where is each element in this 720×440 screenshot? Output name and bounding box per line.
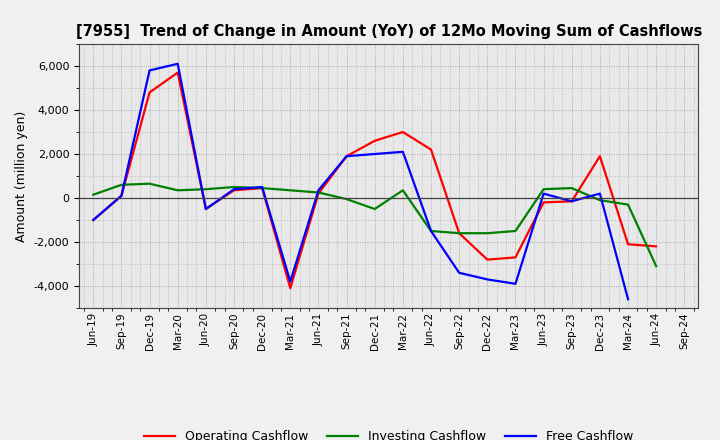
Operating Cashflow — [174, 70, 182, 75]
Investing Cashflow — [314, 190, 323, 195]
Operating Cashflow — [314, 191, 323, 196]
Free Cashflow — [567, 199, 576, 204]
Title: [7955]  Trend of Change in Amount (YoY) of 12Mo Moving Sum of Cashflows: [7955] Trend of Change in Amount (YoY) o… — [76, 24, 702, 39]
Investing Cashflow — [455, 231, 464, 236]
Investing Cashflow — [399, 188, 408, 193]
Free Cashflow — [342, 154, 351, 159]
Investing Cashflow — [427, 228, 436, 234]
Free Cashflow — [595, 191, 604, 196]
Investing Cashflow — [89, 192, 98, 197]
Operating Cashflow — [567, 199, 576, 204]
Free Cashflow — [539, 191, 548, 196]
Legend: Operating Cashflow, Investing Cashflow, Free Cashflow: Operating Cashflow, Investing Cashflow, … — [139, 425, 639, 440]
Investing Cashflow — [117, 182, 126, 187]
Investing Cashflow — [567, 186, 576, 191]
Free Cashflow — [314, 188, 323, 193]
Investing Cashflow — [370, 206, 379, 212]
Operating Cashflow — [370, 138, 379, 143]
Free Cashflow — [511, 281, 520, 286]
Line: Free Cashflow: Free Cashflow — [94, 64, 628, 299]
Free Cashflow — [117, 193, 126, 198]
Operating Cashflow — [652, 244, 660, 249]
Investing Cashflow — [624, 202, 632, 207]
Operating Cashflow — [427, 147, 436, 152]
Operating Cashflow — [89, 217, 98, 223]
Operating Cashflow — [595, 154, 604, 159]
Free Cashflow — [399, 149, 408, 154]
Free Cashflow — [230, 187, 238, 192]
Investing Cashflow — [174, 188, 182, 193]
Operating Cashflow — [258, 186, 266, 191]
Investing Cashflow — [342, 196, 351, 202]
Free Cashflow — [624, 297, 632, 302]
Investing Cashflow — [145, 181, 154, 187]
Operating Cashflow — [202, 206, 210, 212]
Operating Cashflow — [145, 90, 154, 95]
Free Cashflow — [483, 277, 492, 282]
Operating Cashflow — [117, 193, 126, 198]
Operating Cashflow — [286, 286, 294, 291]
Free Cashflow — [286, 279, 294, 284]
Operating Cashflow — [455, 231, 464, 236]
Investing Cashflow — [230, 184, 238, 190]
Investing Cashflow — [483, 231, 492, 236]
Operating Cashflow — [511, 255, 520, 260]
Line: Investing Cashflow: Investing Cashflow — [94, 184, 656, 266]
Free Cashflow — [370, 151, 379, 157]
Free Cashflow — [89, 217, 98, 223]
Free Cashflow — [202, 206, 210, 212]
Y-axis label: Amount (million yen): Amount (million yen) — [15, 110, 28, 242]
Free Cashflow — [174, 61, 182, 66]
Free Cashflow — [258, 184, 266, 190]
Operating Cashflow — [230, 188, 238, 193]
Operating Cashflow — [483, 257, 492, 262]
Investing Cashflow — [258, 186, 266, 191]
Free Cashflow — [145, 68, 154, 73]
Investing Cashflow — [511, 228, 520, 234]
Operating Cashflow — [399, 129, 408, 135]
Line: Operating Cashflow: Operating Cashflow — [94, 73, 656, 288]
Free Cashflow — [455, 270, 464, 275]
Investing Cashflow — [202, 187, 210, 192]
Operating Cashflow — [539, 200, 548, 205]
Operating Cashflow — [624, 242, 632, 247]
Investing Cashflow — [652, 264, 660, 269]
Operating Cashflow — [342, 154, 351, 159]
Investing Cashflow — [539, 187, 548, 192]
Investing Cashflow — [595, 198, 604, 203]
Investing Cashflow — [286, 188, 294, 193]
Free Cashflow — [427, 228, 436, 234]
